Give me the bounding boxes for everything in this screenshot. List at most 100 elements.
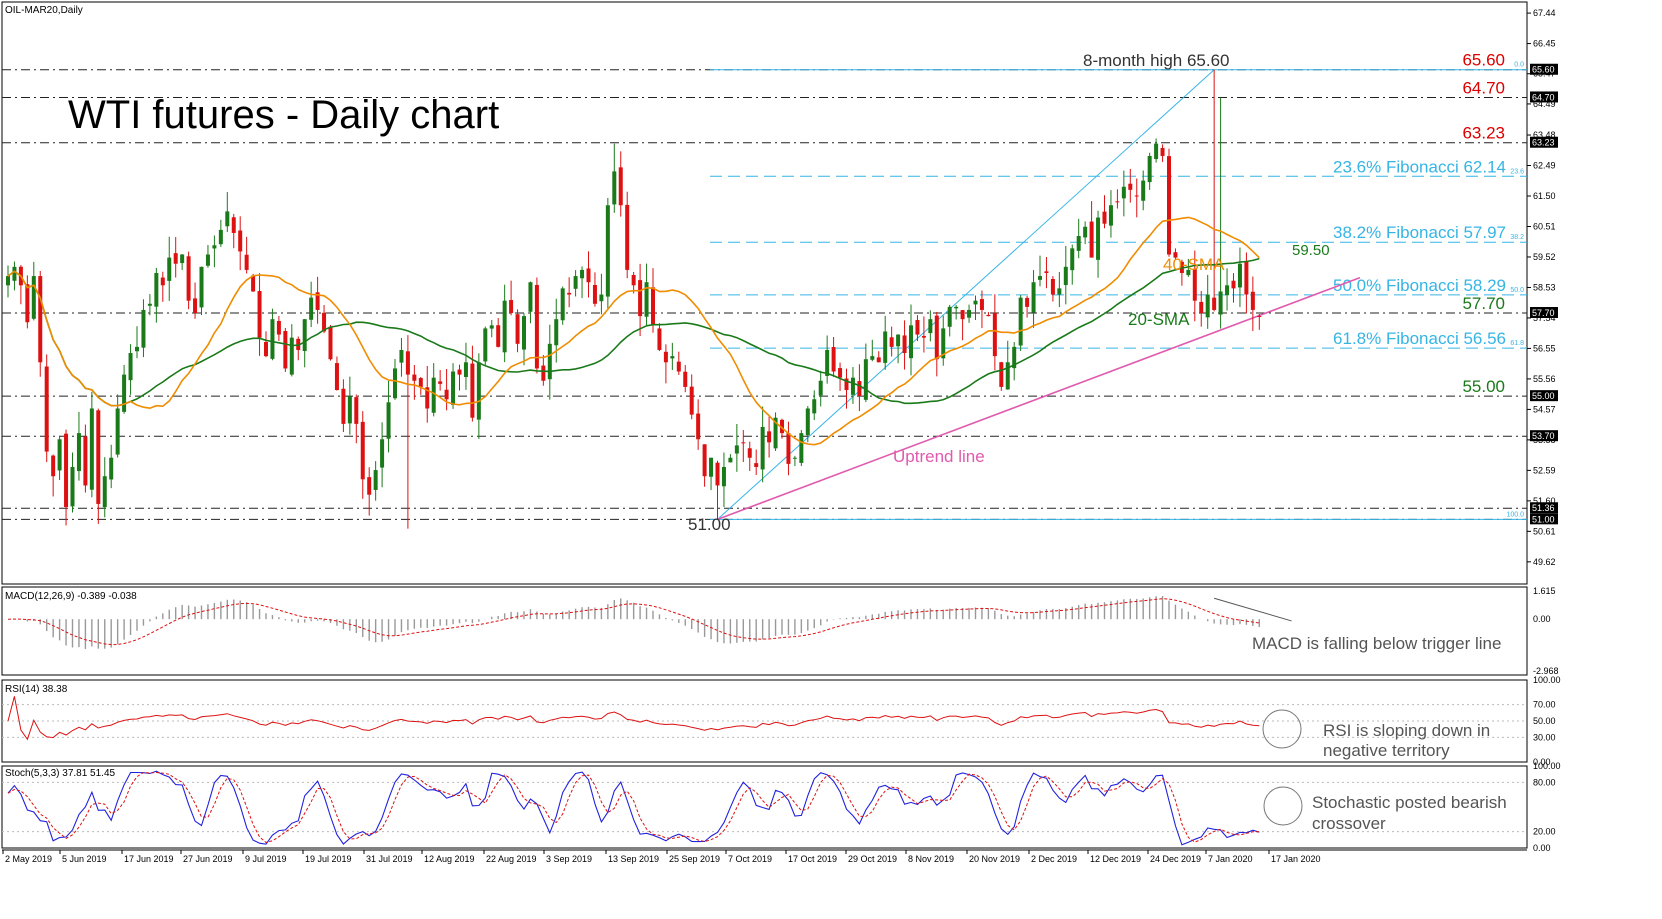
candle-body (728, 457, 733, 463)
candle-body (1115, 201, 1120, 203)
fibonacci-tiny-label: 23.6 (1510, 168, 1524, 175)
candle-body (199, 266, 204, 308)
level-label: 64.70 (1462, 78, 1505, 97)
candle-body (386, 402, 391, 439)
candle-body (109, 457, 114, 480)
stochastic-axis-label: 0.00 (1533, 843, 1551, 853)
candle-body (515, 314, 520, 344)
price-axis-label: 60.51 (1533, 221, 1556, 231)
candle-body (896, 334, 901, 347)
candle-body (580, 269, 585, 279)
candle-body (1250, 291, 1255, 310)
candle-body (1160, 147, 1165, 156)
candle-body (1134, 195, 1139, 197)
candle-body (1063, 266, 1068, 286)
candle-body (483, 328, 488, 362)
macd-note: MACD is falling below trigger line (1252, 634, 1501, 653)
candle-body (799, 433, 804, 463)
candle-body (322, 312, 327, 332)
time-axis-label: 13 Sep 2019 (608, 854, 659, 864)
candle-body (141, 309, 146, 348)
candle-body (44, 366, 49, 452)
candle-body (534, 284, 539, 369)
candle-body (309, 297, 314, 320)
candle-body (754, 463, 759, 467)
candle-body (31, 276, 36, 319)
sma-20-line (7, 257, 1260, 407)
candle-body (915, 320, 920, 335)
price-panel: 65.60 64.70 63.23 57.70 55.00 0.0 100.0 23.6% F… (1, 1, 1558, 585)
candle-body (334, 363, 339, 390)
candle-body (244, 254, 249, 270)
price-axis-label: 51.60 (1533, 496, 1556, 506)
price-tag-box (1530, 513, 1558, 525)
macd-axis-label: 0.00 (1533, 614, 1551, 624)
candle-body (509, 300, 514, 314)
price-axis-label: 59.52 (1533, 252, 1556, 262)
candle-body (1031, 282, 1036, 313)
time-axis-label: 24 Dec 2019 (1150, 854, 1201, 864)
candle-body (1173, 252, 1178, 258)
candle-body (367, 477, 372, 495)
candle-body (1057, 288, 1062, 295)
fibonacci-label: 61.8% Fibonacci 56.56 (1333, 329, 1506, 348)
candle-body (283, 330, 288, 369)
price-tag-text: 51.00 (1532, 514, 1555, 524)
candle-body (115, 408, 120, 455)
level-label: 63.23 (1462, 124, 1505, 143)
candle-body (670, 356, 675, 359)
price-axis-label: 52.59 (1533, 465, 1556, 475)
price-tag-box (1530, 91, 1558, 103)
high-annotation: 8-month high 65.60 (1083, 51, 1230, 70)
candle-body (180, 254, 185, 264)
candle-body (257, 291, 262, 338)
price-axis-label: 67.44 (1533, 8, 1556, 18)
candle-body (560, 288, 565, 321)
symbol-label: OIL-MAR20,Daily (5, 5, 83, 16)
candle-body (812, 399, 817, 414)
candle-body (70, 466, 75, 507)
candle-body (909, 325, 913, 359)
candle-body (51, 455, 56, 477)
candle-body (373, 470, 378, 490)
candle-body (1083, 226, 1088, 238)
time-axis-label: 27 Jun 2019 (183, 854, 233, 864)
time-axis-label: 12 Dec 2019 (1090, 854, 1141, 864)
candle-body (122, 374, 127, 412)
candle-body (715, 462, 720, 486)
price-tag-box (1530, 502, 1558, 514)
candle-body (651, 287, 655, 326)
candle-body (1231, 280, 1236, 289)
candle-body (83, 436, 88, 486)
time-axis-label: 2 May 2019 (5, 854, 52, 864)
candle-body (1005, 362, 1010, 390)
candle-body (1108, 205, 1113, 226)
time-axis-label: 17 Oct 2019 (788, 854, 837, 864)
price-axis-label: 64.49 (1533, 99, 1556, 109)
fibonacci-tiny-label: 61.8 (1510, 340, 1524, 347)
candle-body (96, 410, 101, 504)
sma-40-line (7, 216, 1260, 446)
candle-body (805, 408, 810, 436)
candle-body (476, 362, 481, 420)
candle-body (689, 386, 694, 415)
candle-body (1128, 183, 1133, 190)
candle-body (663, 351, 668, 363)
candle-body (760, 426, 765, 470)
candle-body (341, 388, 346, 424)
candle-body (289, 337, 294, 375)
candle-body (25, 284, 30, 323)
stochastic-highlight-circle (1263, 786, 1303, 826)
candle-body (1044, 271, 1049, 273)
candle-body (457, 369, 462, 375)
fibonacci-label: 38.2% Fibonacci 57.97 (1333, 223, 1506, 242)
candle-body (154, 272, 159, 307)
candle-body (1050, 278, 1055, 295)
fibonacci-label: 50.0% Fibonacci 58.29 (1333, 276, 1506, 295)
candle-body (618, 167, 623, 206)
candle-body (838, 368, 843, 378)
candle-body (889, 337, 894, 347)
candle-body (173, 253, 178, 264)
candle-body (960, 310, 965, 320)
time-axis-label: 25 Sep 2019 (669, 854, 720, 864)
